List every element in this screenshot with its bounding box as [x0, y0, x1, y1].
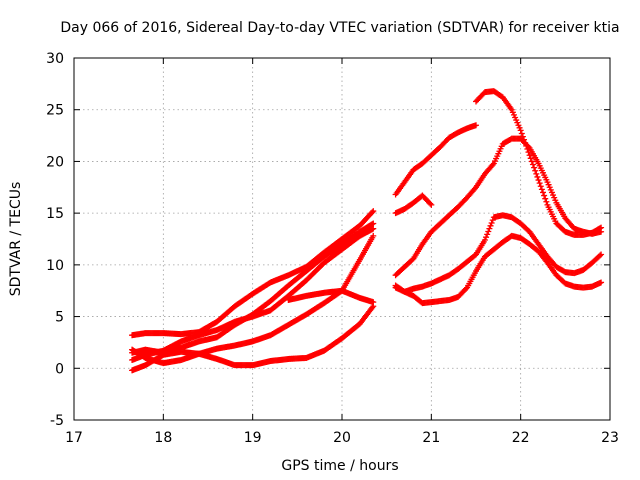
data-point [535, 177, 542, 184]
series-s10 [392, 135, 605, 279]
data-point [485, 228, 492, 235]
data-markers [129, 88, 605, 374]
y-tick-label: 0 [55, 361, 64, 377]
data-point [369, 209, 376, 216]
data-point [370, 299, 377, 306]
data-point [518, 130, 525, 137]
data-point [537, 183, 544, 190]
data-point [370, 208, 377, 215]
data-point [473, 122, 479, 129]
data-point [533, 170, 540, 177]
data-point [489, 217, 496, 224]
data-point [484, 231, 491, 238]
x-tick-label: 20 [333, 430, 351, 446]
series-s12 [392, 232, 605, 307]
series-s6 [285, 287, 377, 306]
data-point [529, 161, 536, 168]
data-point [481, 237, 488, 244]
data-point [517, 127, 524, 134]
data-point [598, 228, 605, 235]
x-tick-label: 21 [422, 430, 440, 446]
data-point [428, 201, 435, 208]
data-point [532, 167, 539, 174]
data-point [541, 192, 548, 199]
y-tick-label: -5 [50, 413, 64, 429]
data-point [543, 198, 550, 205]
y-tick-label: 5 [55, 310, 64, 326]
series-s9 [392, 192, 435, 217]
data-point [486, 225, 493, 232]
data-point [370, 225, 377, 232]
grid-lines [74, 58, 610, 420]
data-point [525, 143, 532, 150]
x-tick-label: 22 [512, 430, 530, 446]
data-point [531, 164, 538, 171]
data-point [528, 158, 535, 165]
data-point [487, 222, 494, 229]
data-point [598, 251, 605, 258]
data-point [488, 219, 495, 226]
y-tick-label: 15 [46, 206, 64, 222]
x-tick-label: 18 [154, 430, 172, 446]
series-s5 [129, 303, 377, 374]
x-tick-label: 19 [244, 430, 262, 446]
x-tick-label: 17 [65, 430, 83, 446]
y-tick-label: 30 [46, 51, 64, 67]
axis-ticks: 17 18 19 20 21 22 23 -5 0 5 10 15 20 25 30 [46, 51, 619, 446]
data-point [370, 232, 377, 239]
series-s7 [392, 122, 479, 198]
data-point [370, 220, 377, 227]
data-point [534, 173, 541, 180]
data-point [427, 200, 434, 207]
y-tick-label: 25 [46, 103, 64, 119]
chart-title: Day 066 of 2016, Sidereal Day-to-day VTE… [60, 20, 619, 36]
data-point [540, 189, 546, 196]
data-point [489, 161, 496, 168]
data-point [596, 252, 603, 259]
data-point [542, 195, 549, 202]
y-tick-label: 10 [46, 258, 64, 274]
series-s3 [129, 225, 377, 364]
y-axis-label: SDTVAR / TECUs [8, 182, 24, 297]
y-tick-label: 20 [46, 154, 64, 170]
data-point [598, 279, 605, 286]
data-point [538, 186, 545, 193]
series-s1 [129, 208, 377, 339]
x-axis-label: GPS time / hours [281, 458, 398, 474]
data-point [462, 285, 469, 292]
data-point [536, 180, 543, 187]
data-point [483, 234, 490, 241]
x-tick-label: 23 [601, 430, 619, 446]
